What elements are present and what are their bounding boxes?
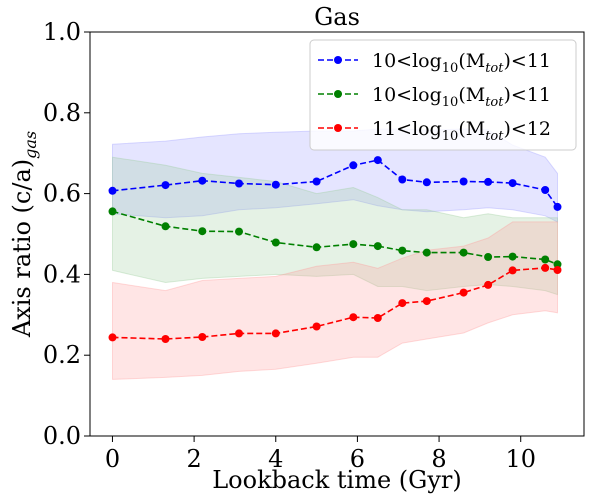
- chart-title: Gas: [314, 3, 360, 31]
- point-series-3: [459, 288, 468, 297]
- point-series-1: [108, 186, 117, 195]
- line-series-3: [112, 267, 558, 340]
- point-series-1: [312, 177, 321, 186]
- legend-label: 11<log10(Mtot)<12: [372, 118, 551, 144]
- legend-marker: [334, 90, 342, 98]
- point-series-1: [398, 175, 407, 184]
- point-series-1: [161, 181, 170, 190]
- x-tick-label: 4: [268, 445, 283, 473]
- legend: 10<log10(Mtot)<11 10<log10(Mtot)<11 11<log…: [309, 39, 577, 151]
- x-tick-label: 0: [105, 445, 120, 473]
- point-series-2: [271, 238, 280, 247]
- y-tick-label: 0.0: [43, 422, 81, 450]
- point-series-2: [398, 246, 407, 255]
- point-series-3: [553, 266, 562, 274]
- point-series-3: [508, 266, 517, 275]
- y-tick-label: 0.8: [43, 99, 81, 127]
- legend-marker: [334, 56, 342, 64]
- point-series-3: [541, 263, 550, 272]
- point-series-3: [422, 297, 431, 306]
- point-series-2: [484, 253, 493, 261]
- point-series-2: [198, 227, 207, 236]
- point-series-1: [553, 202, 562, 211]
- point-series-1: [271, 180, 280, 189]
- point-series-2: [553, 260, 562, 269]
- point-series-1: [198, 176, 207, 185]
- point-series-1: [541, 186, 550, 194]
- y-tick-label: 0.4: [43, 260, 81, 288]
- point-series-3: [349, 313, 358, 322]
- legend-box: [309, 39, 577, 151]
- legend-marker: [334, 124, 342, 132]
- point-series-1: [235, 179, 243, 188]
- x-axis-label: Lookback time (Gyr): [212, 466, 462, 494]
- line-series-2: [112, 210, 558, 266]
- point-series-3: [484, 280, 493, 289]
- x-axis-ticks: 0 2 4 6 8 10: [105, 436, 536, 473]
- point-series-2: [108, 207, 117, 216]
- y-axis-ticks: 0.0 0.2 0.4 0.6 0.8 1.0: [43, 18, 90, 450]
- point-series-2: [312, 243, 321, 252]
- point-series-1: [484, 177, 493, 186]
- point-series-1: [508, 179, 517, 188]
- legend-label: 10<log10(Mtot)<11: [372, 84, 551, 110]
- point-series-1: [349, 161, 358, 170]
- point-series-2: [235, 227, 243, 236]
- plot-frame: [89, 31, 585, 437]
- point-series-2: [508, 252, 517, 261]
- band-series-2: [112, 156, 558, 296]
- point-series-3: [108, 333, 117, 342]
- x-tick-label: 10: [505, 445, 536, 473]
- series-points: [108, 156, 562, 343]
- y-axis-label-sub: gas: [21, 131, 40, 159]
- y-tick-label: 0.2: [43, 341, 81, 369]
- point-series-3: [312, 322, 321, 331]
- y-tick-label: 0.6: [43, 180, 81, 208]
- legend-entries: 10<log10(Mtot)<11 10<log10(Mtot)<11 11<log…: [318, 50, 551, 144]
- point-series-3: [161, 335, 170, 343]
- y-axis-label: Axis ratio (c/a)gas: [8, 131, 40, 338]
- uncertainty-bands: [112, 128, 558, 380]
- x-tick-label: 6: [350, 445, 365, 473]
- point-series-3: [373, 314, 382, 322]
- point-series-1: [459, 177, 468, 186]
- point-series-3: [398, 299, 407, 308]
- point-series-1: [422, 178, 431, 187]
- point-series-2: [422, 248, 431, 257]
- point-series-3: [198, 333, 207, 341]
- point-series-2: [161, 222, 170, 231]
- band-series-3: [112, 221, 558, 380]
- y-tick-label: 1.0: [43, 18, 81, 46]
- point-series-2: [541, 255, 550, 264]
- point-series-2: [459, 248, 468, 257]
- point-series-3: [235, 329, 243, 338]
- point-series-1: [373, 156, 382, 165]
- legend-label: 10<log10(Mtot)<11: [372, 50, 551, 76]
- point-series-2: [349, 240, 358, 249]
- point-series-2: [373, 242, 382, 251]
- y-axis-label-main: Axis ratio (c/a): [8, 159, 36, 338]
- x-tick-label: 2: [186, 445, 201, 473]
- point-series-3: [271, 329, 280, 338]
- x-tick-label: 8: [431, 445, 446, 473]
